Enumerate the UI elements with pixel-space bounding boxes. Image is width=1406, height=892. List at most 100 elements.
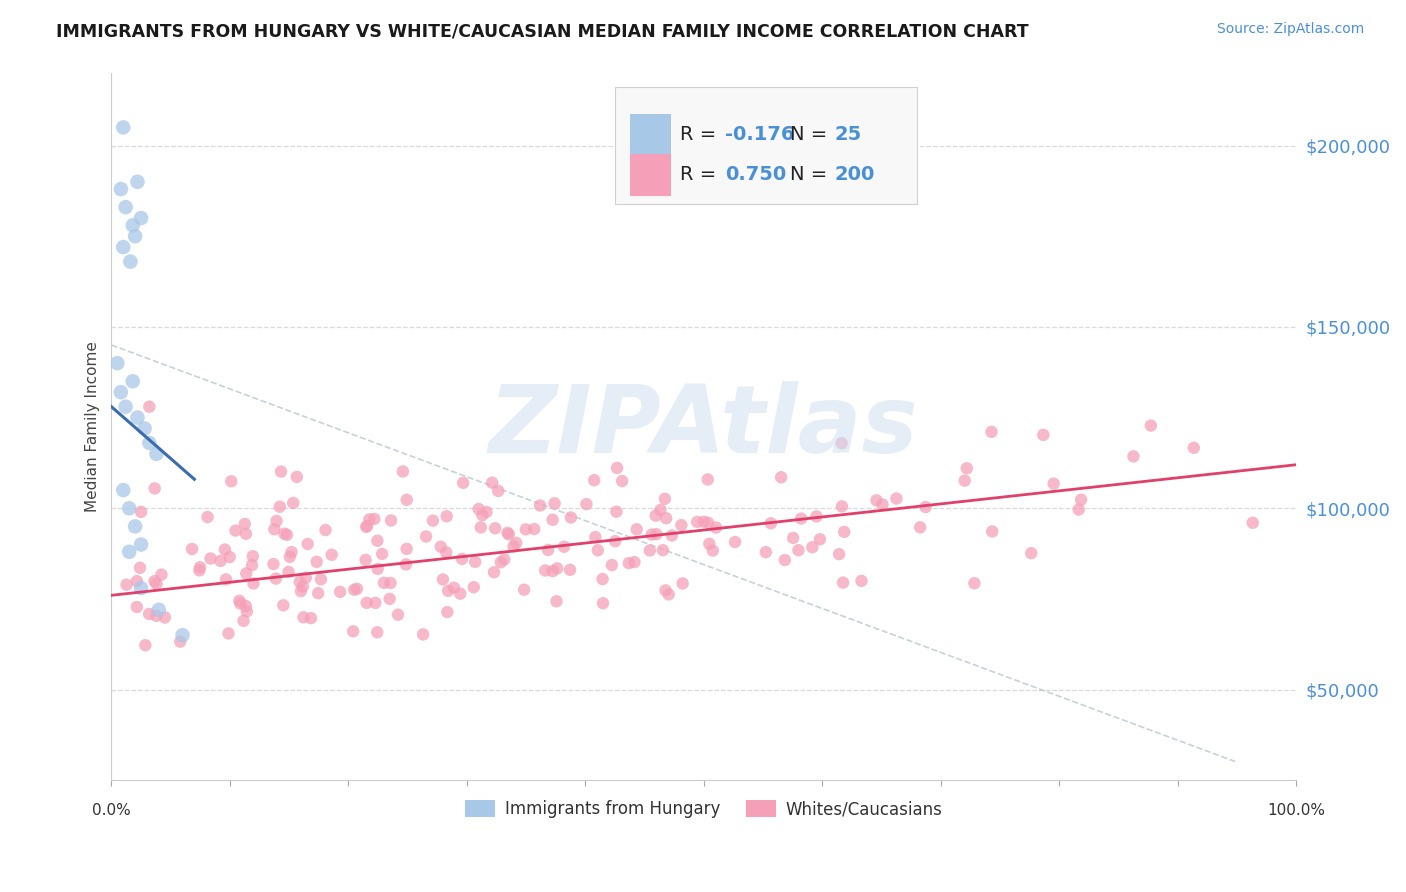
Point bbox=[655, 511, 678, 525]
Point bbox=[363, 512, 385, 526]
Point bbox=[908, 520, 931, 534]
Point bbox=[115, 578, 138, 592]
Point bbox=[138, 607, 160, 621]
Point bbox=[541, 564, 564, 578]
Point bbox=[558, 563, 581, 577]
Legend: Immigrants from Hungary, Whites/Caucasians: Immigrants from Hungary, Whites/Caucasia… bbox=[458, 794, 949, 825]
Point bbox=[686, 515, 709, 529]
Point bbox=[1140, 418, 1163, 433]
Text: IMMIGRANTS FROM HUNGARY VS WHITE/CAUCASIAN MEDIAN FAMILY INCOME CORRELATION CHAR: IMMIGRANTS FROM HUNGARY VS WHITE/CAUCASI… bbox=[56, 22, 1029, 40]
Point bbox=[1019, 546, 1042, 560]
Point bbox=[112, 120, 135, 135]
Point bbox=[606, 461, 628, 475]
Point bbox=[269, 500, 291, 514]
Point bbox=[280, 545, 302, 559]
Point bbox=[105, 356, 128, 370]
Point bbox=[529, 499, 551, 513]
Text: N =: N = bbox=[790, 165, 834, 185]
Point bbox=[309, 572, 332, 586]
Point bbox=[219, 475, 242, 489]
Point bbox=[658, 587, 681, 601]
Point bbox=[801, 540, 824, 554]
Point bbox=[724, 535, 747, 549]
Point bbox=[294, 571, 316, 585]
Point bbox=[321, 548, 343, 562]
Point bbox=[787, 543, 810, 558]
Point bbox=[605, 534, 627, 549]
Point bbox=[661, 528, 683, 542]
Point bbox=[437, 583, 460, 598]
Point bbox=[654, 583, 676, 598]
Point bbox=[112, 483, 135, 497]
Point bbox=[292, 610, 315, 624]
Point bbox=[329, 584, 352, 599]
Text: 0.0%: 0.0% bbox=[91, 803, 131, 818]
Point bbox=[342, 624, 364, 639]
Point bbox=[354, 553, 377, 567]
Point bbox=[496, 525, 519, 540]
Point bbox=[513, 582, 536, 597]
Point bbox=[644, 508, 666, 523]
Point bbox=[1067, 502, 1090, 516]
Point bbox=[188, 560, 211, 574]
Point bbox=[346, 582, 368, 596]
Text: 100.0%: 100.0% bbox=[1267, 803, 1324, 818]
Point bbox=[356, 519, 378, 533]
Point bbox=[278, 549, 301, 564]
Point bbox=[770, 470, 793, 484]
Point bbox=[235, 566, 257, 581]
Point bbox=[305, 555, 328, 569]
Point bbox=[654, 491, 676, 506]
Point bbox=[1042, 476, 1064, 491]
Point bbox=[537, 543, 560, 558]
Point bbox=[872, 498, 894, 512]
Point bbox=[605, 505, 627, 519]
Point bbox=[232, 614, 254, 628]
Point bbox=[172, 628, 194, 642]
Point bbox=[129, 537, 152, 551]
Point bbox=[672, 576, 695, 591]
Point bbox=[502, 540, 524, 554]
Point bbox=[134, 421, 156, 435]
Point bbox=[696, 473, 718, 487]
Point bbox=[782, 531, 804, 545]
Point bbox=[143, 574, 166, 589]
Point bbox=[209, 554, 232, 568]
Point bbox=[702, 543, 724, 558]
Point bbox=[650, 503, 672, 517]
Point bbox=[790, 511, 813, 525]
Point bbox=[546, 594, 568, 608]
Point bbox=[865, 493, 887, 508]
Point bbox=[498, 527, 520, 541]
Point bbox=[914, 500, 936, 514]
Point bbox=[263, 522, 285, 536]
Point bbox=[236, 604, 259, 618]
Point bbox=[963, 576, 986, 591]
Point bbox=[118, 501, 141, 516]
Point bbox=[380, 576, 402, 591]
Point bbox=[197, 510, 219, 524]
Text: 25: 25 bbox=[834, 125, 862, 144]
Point bbox=[297, 537, 319, 551]
Point bbox=[229, 597, 252, 611]
Point bbox=[671, 518, 693, 533]
Point bbox=[367, 562, 389, 576]
Point bbox=[150, 567, 173, 582]
Point bbox=[290, 584, 312, 599]
Point bbox=[270, 465, 292, 479]
Point bbox=[422, 514, 444, 528]
Point bbox=[436, 605, 458, 619]
Point bbox=[953, 474, 976, 488]
Point bbox=[443, 581, 465, 595]
Point bbox=[228, 593, 250, 607]
Point bbox=[464, 555, 486, 569]
Point bbox=[145, 608, 167, 623]
Point bbox=[181, 541, 204, 556]
Point bbox=[359, 512, 381, 526]
Point bbox=[515, 522, 537, 536]
Point bbox=[560, 510, 582, 524]
Point bbox=[832, 524, 855, 539]
Point bbox=[242, 549, 264, 563]
Point bbox=[285, 470, 308, 484]
FancyBboxPatch shape bbox=[630, 154, 671, 196]
